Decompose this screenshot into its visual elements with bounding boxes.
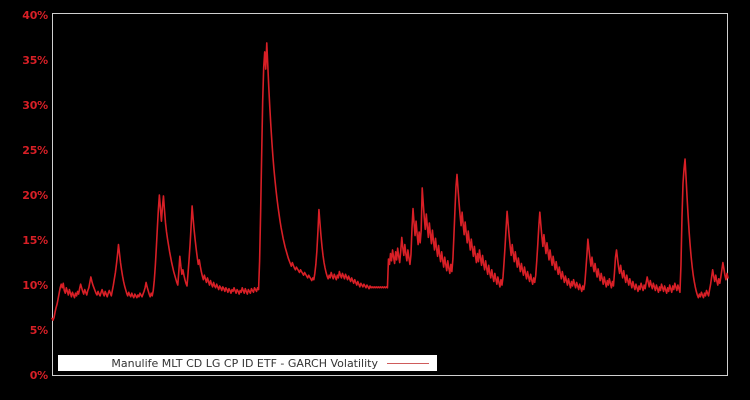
y-axis-tick-40pct: 40% — [22, 8, 48, 22]
legend-line-sample — [387, 362, 429, 364]
y-axis-tick-30pct: 30% — [22, 98, 48, 112]
y-axis-tick-5pct: 5% — [29, 323, 48, 337]
y-axis-tick-20pct: 20% — [22, 188, 48, 202]
y-axis-tick-10pct: 10% — [22, 278, 48, 292]
plot-area — [52, 13, 728, 376]
y-axis-tick-15pct: 15% — [22, 233, 48, 247]
y-axis-tick-25pct: 25% — [22, 143, 48, 157]
legend-label: Manulife MLT CD LG CP ID ETF - GARCH Vol… — [111, 356, 378, 370]
y-axis-tick-35pct: 35% — [22, 53, 48, 67]
y-axis-tick-0pct: 0% — [29, 369, 48, 382]
legend[interactable]: Manulife MLT CD LG CP ID ETF - GARCH Vol… — [58, 355, 437, 371]
y-axis-tick-labels: 0% 5% 10% 15% 20% 25% 30% 35% 40% — [0, 0, 48, 400]
